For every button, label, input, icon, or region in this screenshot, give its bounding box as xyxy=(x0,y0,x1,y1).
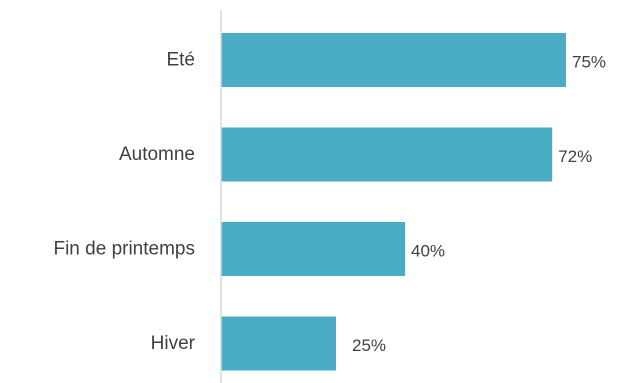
value-label-fin-de-printemps: 40% xyxy=(411,242,445,261)
category-label-ete: Eté xyxy=(166,50,195,71)
bar-hiver xyxy=(221,316,336,371)
bars-group xyxy=(221,33,566,371)
category-label-automne: Automne xyxy=(119,144,195,165)
value-label-hiver: 25% xyxy=(352,336,386,355)
category-labels-group: Eté Automne Fin de printemps Hiver xyxy=(53,50,195,355)
bar-fin-de-printemps xyxy=(221,222,405,276)
value-label-ete: 75% xyxy=(572,53,606,72)
value-labels-group: 75% 72% 40% 25% xyxy=(352,53,606,356)
bar-ete xyxy=(221,33,566,87)
value-label-automne: 72% xyxy=(558,147,592,166)
bar-automne xyxy=(221,127,553,182)
category-label-fin-de-printemps: Fin de printemps xyxy=(53,239,195,260)
category-label-hiver: Hiver xyxy=(151,333,196,354)
